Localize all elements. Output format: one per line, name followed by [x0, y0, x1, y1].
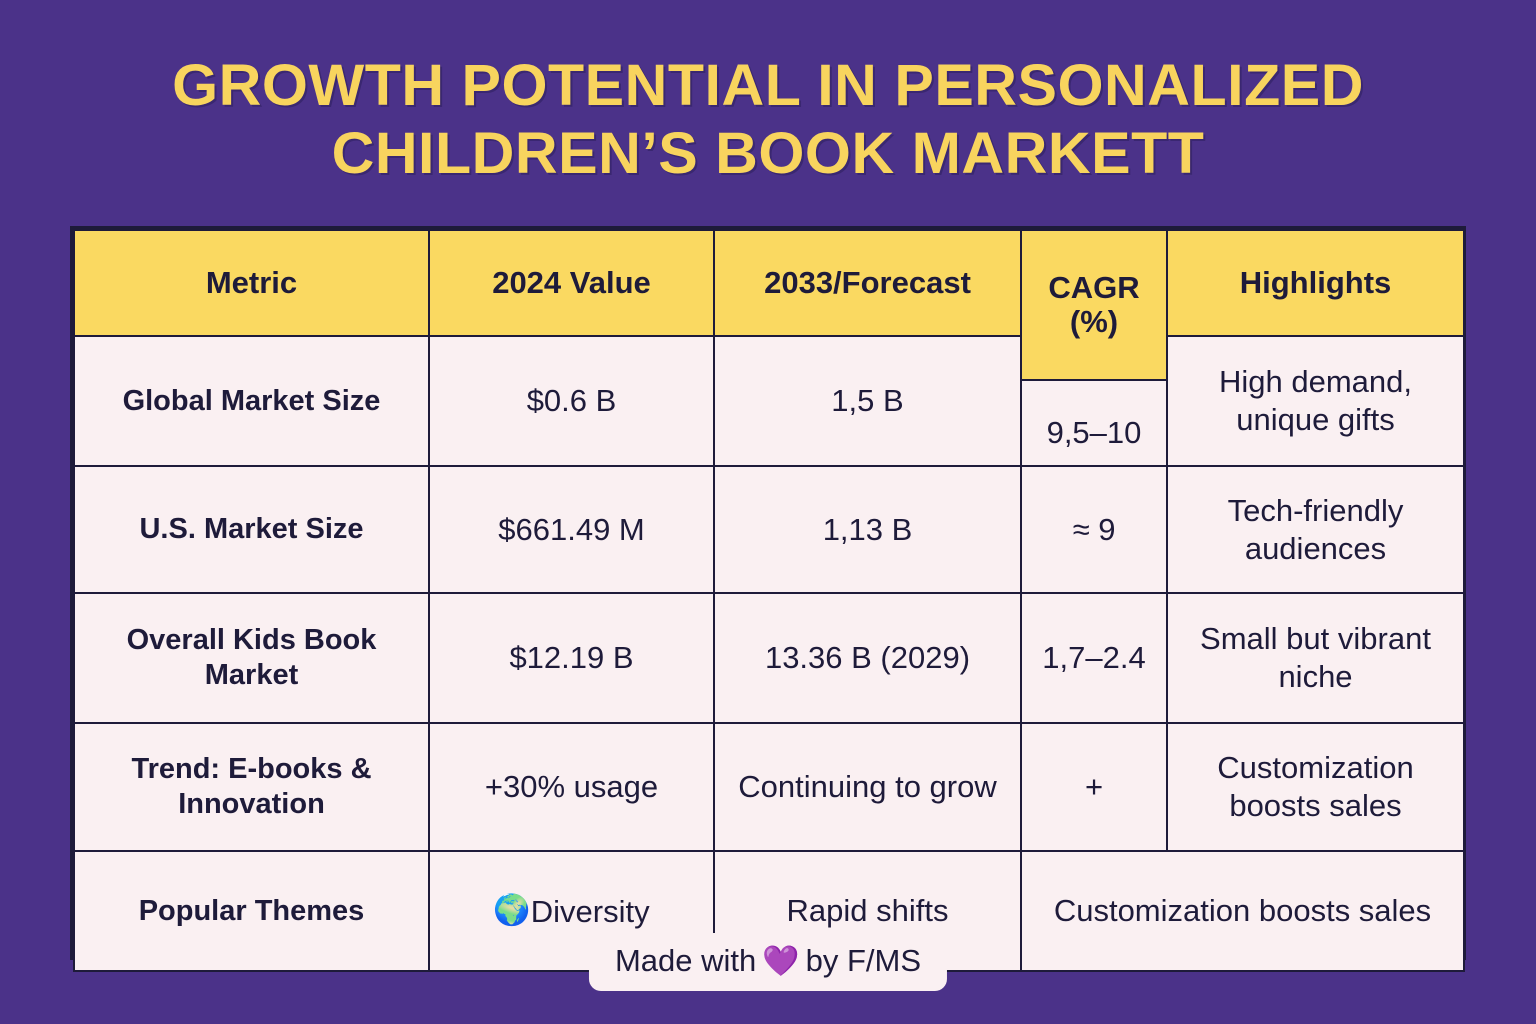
- cell-2033-forecast: 13.36 B (2029): [713, 592, 1022, 724]
- cell-cagr: 1,7–2.4: [1020, 592, 1168, 724]
- table-row: U.S. Market Size $661.49 M 1,13 B ≈ 9 Te…: [73, 465, 1465, 594]
- badge-text-before: Made with: [614, 943, 757, 978]
- cell-2024-value: +30% usage: [428, 722, 715, 852]
- header-2024-value: 2024 Value: [428, 229, 715, 337]
- purple-heart-icon: 💜: [762, 943, 800, 979]
- header-cagr-label: CAGR: [1048, 269, 1140, 305]
- cell-highlights: High demand, unique gifts: [1166, 335, 1465, 467]
- cell-highlights: Customization boosts sales: [1166, 722, 1465, 852]
- page-title: GROWTH POTENTIAL IN PERSONALIZED CHILDRE…: [0, 52, 1536, 188]
- cell-highlights: Small but vibrant niche: [1166, 592, 1465, 724]
- header-2033-forecast: 2033/Forecast: [713, 229, 1022, 337]
- header-metric: Metric: [73, 229, 430, 337]
- cell-metric: Popular Themes: [73, 850, 430, 972]
- cell-2024-value-label: Diversity: [530, 893, 650, 929]
- cell-2024-value: 🌍 Diversity: [428, 850, 715, 972]
- cell-metric: U.S. Market Size: [73, 465, 430, 594]
- cell-highlights: Tech-friendly audiences: [1166, 465, 1465, 594]
- made-with-badge: Made with 💜 by F/MS: [588, 933, 948, 991]
- table-row: Popular Themes 🌍 Diversity Rapid shifts …: [73, 850, 1465, 972]
- title-line-2: CHILDREN’S BOOK MARKETT: [331, 121, 1205, 186]
- header-highlights: Highlights: [1166, 229, 1465, 337]
- cell-2033-forecast: 1,5 B: [713, 335, 1022, 467]
- table-row: Trend: E-books & Innovation +30% usage C…: [73, 722, 1465, 852]
- badge-text-after: by F/MS: [805, 943, 922, 978]
- market-data-table: Metric 2024 Value 2033/Forecast CAGR (%)…: [70, 226, 1466, 972]
- cell-2033-forecast: 1,13 B: [713, 465, 1022, 594]
- cell-metric: Overall Kids Book Market: [73, 592, 430, 724]
- cell-2024-value: $0.6 B: [428, 335, 715, 467]
- table-row: Overall Kids Book Market $12.19 B 13.36 …: [73, 592, 1465, 724]
- globe-icon: 🌍: [493, 893, 531, 929]
- title-line-1: GROWTH POTENTIAL IN PERSONALIZED: [172, 53, 1364, 118]
- cell-cagr: ≈ 9: [1020, 465, 1168, 594]
- cell-2024-value: $661.49 M: [428, 465, 715, 594]
- cell-highlights-merged: Customization boosts sales: [1020, 850, 1465, 972]
- table-row: Global Market Size $0.6 B 1,5 B 9,5–10 H…: [73, 335, 1465, 467]
- header-cagr-unit: (%): [1069, 304, 1119, 339]
- cell-metric: Trend: E-books & Innovation: [73, 722, 430, 852]
- header-cagr: CAGR (%): [1020, 229, 1168, 381]
- cell-2024-value: $12.19 B: [428, 592, 715, 724]
- table-header-row: Metric 2024 Value 2033/Forecast CAGR (%)…: [73, 229, 1465, 381]
- cell-cagr: +: [1020, 722, 1168, 852]
- cell-metric: Global Market Size: [73, 335, 430, 467]
- cell-2033-forecast: Continuing to grow: [713, 722, 1022, 852]
